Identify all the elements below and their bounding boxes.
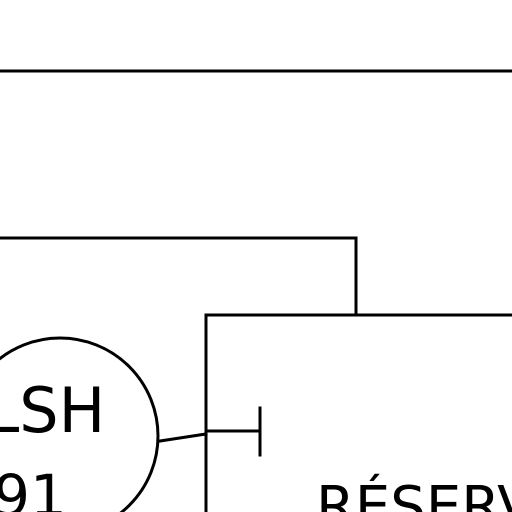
reservoir-label: RÉSERV — [316, 475, 512, 512]
instrument-tag: LSH — [0, 374, 105, 447]
instrument-circle — [0, 336, 160, 512]
connection-line — [158, 432, 208, 443]
instrument-number: 91 — [0, 462, 67, 512]
pipe-line — [0, 236, 358, 317]
reservoir-outline — [204, 313, 512, 512]
